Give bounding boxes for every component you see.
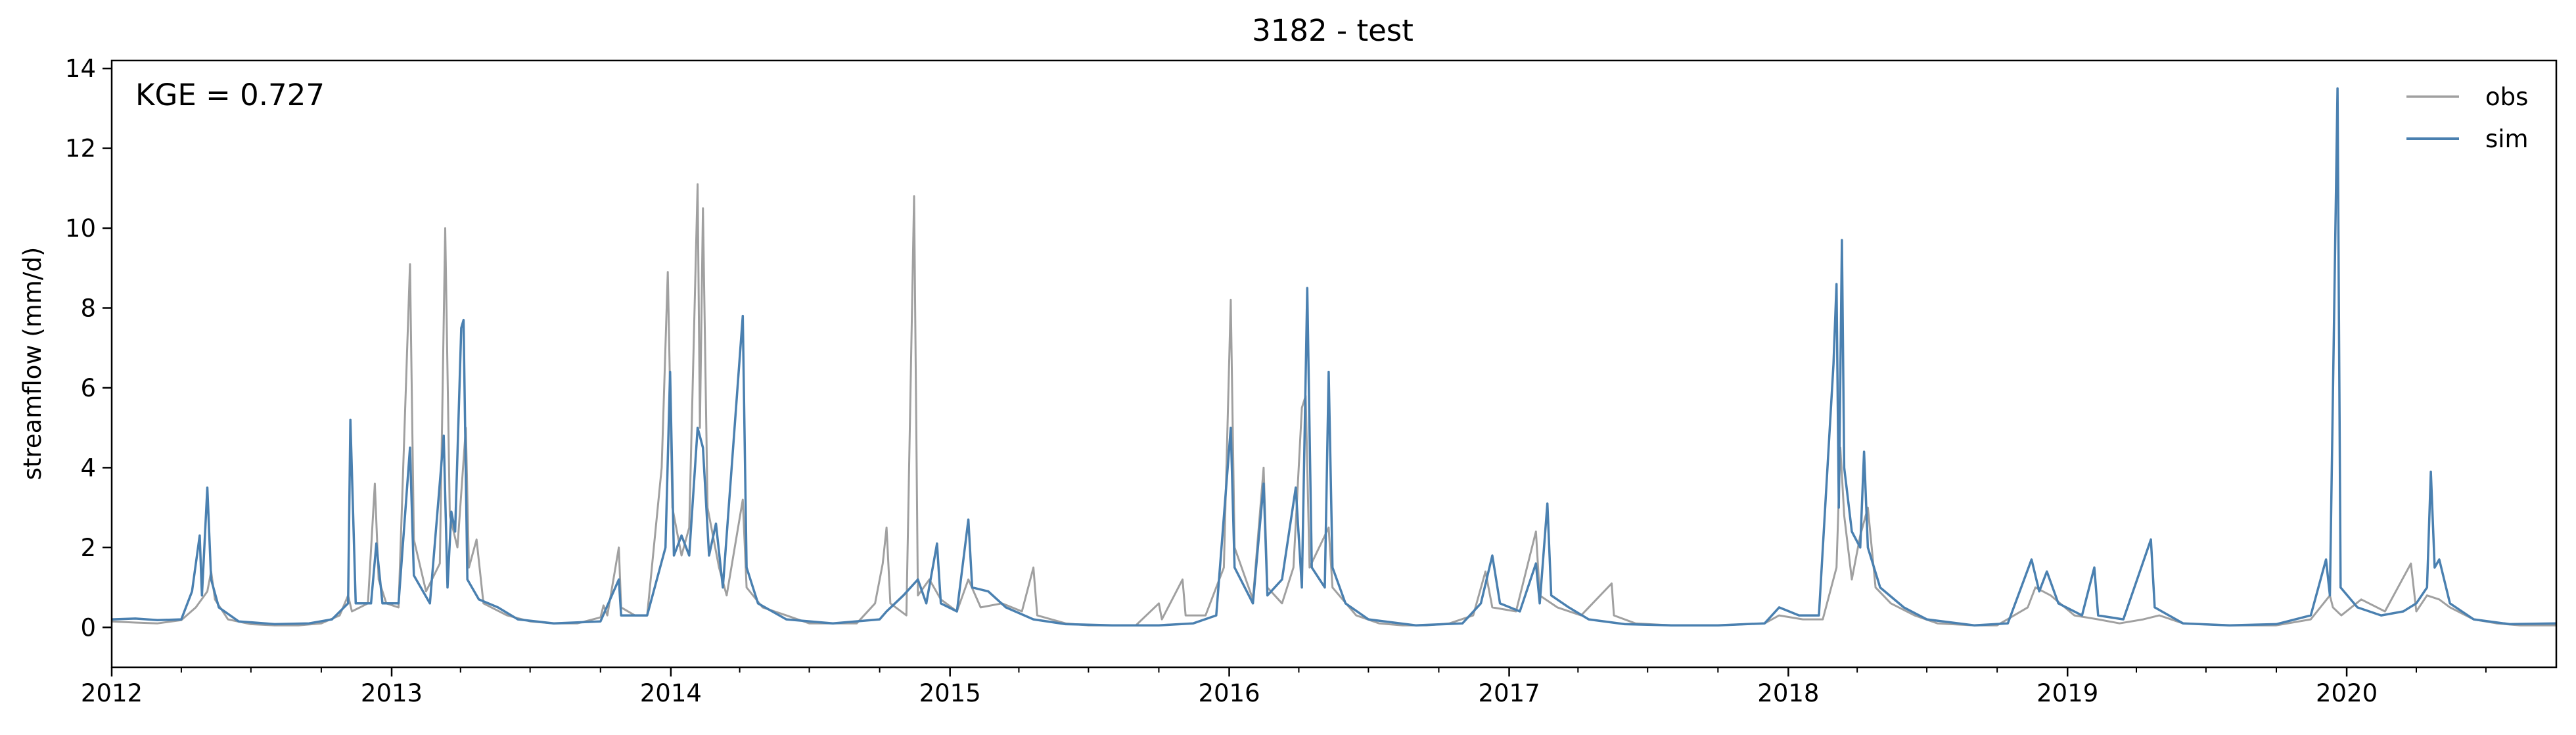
legend: obs sim bbox=[2406, 83, 2529, 153]
legend-sim-label: sim bbox=[2485, 125, 2529, 153]
y-axis-label: streamflow (mm/d) bbox=[18, 247, 47, 481]
x-tick-label-2019: 2019 bbox=[2036, 679, 2098, 707]
x-tick-label-2017: 2017 bbox=[1478, 679, 1540, 707]
y-tick-label-4: 4 bbox=[80, 454, 96, 482]
plot-area bbox=[110, 59, 2558, 669]
series-line-sim bbox=[111, 87, 2557, 627]
x-tick-label-2020: 2020 bbox=[2316, 679, 2378, 707]
legend-obs-label: obs bbox=[2485, 83, 2528, 111]
chart-title: 3182 - test bbox=[1252, 13, 1414, 48]
x-axis: 2012 2013 2014 2015 2016 2017 2018 2019 2020 bbox=[81, 667, 2487, 707]
y-tick-label-10: 10 bbox=[65, 214, 96, 243]
y-tick-label-8: 8 bbox=[80, 294, 96, 322]
x-tick-label-2015: 2015 bbox=[919, 679, 981, 707]
x-tick-label-2012: 2012 bbox=[81, 679, 143, 707]
x-tick-label-2013: 2013 bbox=[361, 679, 423, 707]
y-tick-label-2: 2 bbox=[80, 534, 96, 562]
y-tick-label-14: 14 bbox=[65, 55, 96, 83]
y-tick-label-0: 0 bbox=[80, 613, 96, 642]
plot-frame bbox=[110, 59, 2558, 669]
x-tick-label-2018: 2018 bbox=[1757, 679, 1819, 707]
y-tick-label-6: 6 bbox=[80, 374, 96, 402]
kge-annotation: KGE = 0.727 bbox=[135, 78, 325, 112]
y-axis: 0 2 4 6 8 10 12 14 bbox=[65, 55, 112, 642]
series-layer bbox=[111, 87, 2557, 627]
y-tick-label-12: 12 bbox=[65, 135, 96, 163]
x-tick-label-2014: 2014 bbox=[640, 679, 702, 707]
x-tick-label-2016: 2016 bbox=[1198, 679, 1260, 707]
